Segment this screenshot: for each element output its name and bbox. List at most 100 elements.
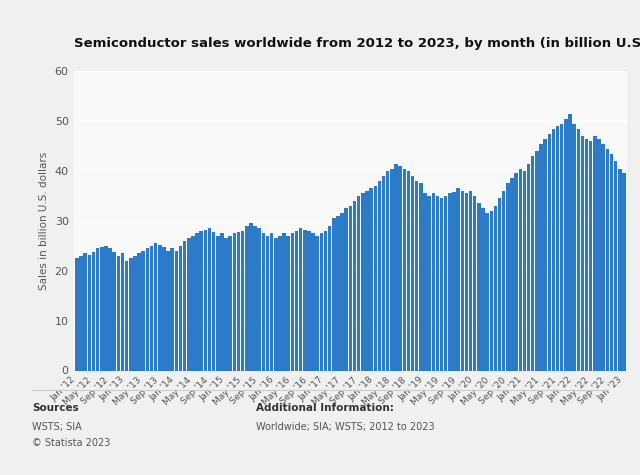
Bar — [133, 256, 137, 370]
Bar — [141, 251, 145, 370]
Bar — [208, 228, 211, 370]
Bar — [324, 231, 327, 370]
Bar — [580, 136, 584, 370]
Bar — [419, 183, 422, 370]
Bar — [597, 139, 601, 370]
Bar — [287, 236, 290, 370]
Bar — [386, 171, 390, 370]
Bar — [349, 206, 352, 370]
Bar — [448, 193, 452, 370]
Bar — [183, 241, 186, 370]
Bar — [257, 228, 261, 370]
Bar — [428, 196, 431, 370]
Bar — [394, 163, 397, 370]
Bar — [369, 189, 373, 370]
Bar — [531, 156, 534, 370]
Bar — [328, 226, 332, 370]
Bar — [518, 169, 522, 370]
Bar — [158, 245, 161, 370]
Bar — [572, 124, 576, 370]
Bar — [440, 199, 444, 370]
Bar — [241, 231, 244, 370]
Bar — [415, 181, 419, 370]
Bar — [162, 247, 166, 370]
Bar — [382, 176, 385, 370]
Bar — [589, 141, 593, 370]
Text: Additional Information:: Additional Information: — [256, 403, 394, 413]
Bar — [303, 230, 307, 370]
Bar — [431, 193, 435, 370]
Bar — [228, 236, 232, 370]
Bar — [88, 255, 91, 370]
Bar — [216, 236, 220, 370]
Bar — [104, 246, 108, 370]
Bar — [398, 166, 402, 370]
Y-axis label: Sales in billion U.S. dollars: Sales in billion U.S. dollars — [39, 152, 49, 290]
Bar — [605, 149, 609, 370]
Bar — [556, 126, 559, 370]
Bar — [469, 191, 472, 370]
Bar — [204, 230, 207, 370]
Bar — [270, 233, 273, 370]
Bar — [502, 191, 506, 370]
Bar — [378, 181, 381, 370]
Bar — [79, 256, 83, 370]
Bar — [116, 256, 120, 370]
Bar — [232, 233, 236, 370]
Bar — [481, 209, 484, 370]
Bar — [548, 133, 551, 370]
Bar — [535, 151, 539, 370]
Bar — [266, 236, 269, 370]
Bar — [191, 236, 195, 370]
Text: Sources: Sources — [32, 403, 79, 413]
Bar — [145, 248, 149, 370]
Bar — [403, 169, 406, 370]
Bar — [108, 248, 112, 370]
Bar — [166, 251, 170, 370]
Bar — [357, 196, 360, 370]
Bar — [319, 233, 323, 370]
Bar — [316, 236, 319, 370]
Bar — [436, 196, 439, 370]
Bar — [465, 193, 468, 370]
Bar — [129, 258, 132, 370]
Bar — [515, 173, 518, 370]
Bar — [311, 233, 315, 370]
Bar — [253, 226, 257, 370]
Bar — [295, 231, 298, 370]
Bar — [543, 139, 547, 370]
Bar — [490, 211, 493, 370]
Bar — [477, 203, 481, 370]
Bar — [340, 213, 344, 370]
Bar — [552, 129, 556, 370]
Bar — [585, 139, 588, 370]
Bar — [622, 173, 626, 370]
Bar — [291, 233, 294, 370]
Bar — [485, 213, 489, 370]
Bar — [299, 228, 303, 370]
Bar — [577, 129, 580, 370]
Bar — [361, 193, 365, 370]
Bar — [96, 248, 99, 370]
Bar — [523, 171, 526, 370]
Bar — [456, 189, 460, 370]
Bar — [92, 252, 95, 370]
Bar — [406, 171, 410, 370]
Bar — [353, 201, 356, 370]
Bar — [332, 218, 335, 370]
Bar — [473, 196, 476, 370]
Bar — [344, 209, 348, 370]
Bar — [461, 191, 464, 370]
Text: WSTS; SIA: WSTS; SIA — [32, 422, 82, 432]
Bar — [374, 186, 377, 370]
Bar — [568, 114, 572, 370]
Bar — [498, 199, 501, 370]
Text: Semiconductor sales worldwide from 2012 to 2023, by month (in billion U.S. dolla: Semiconductor sales worldwide from 2012 … — [74, 37, 640, 50]
Bar — [212, 232, 216, 370]
Bar — [75, 258, 79, 370]
Bar — [278, 236, 282, 370]
Bar — [175, 251, 178, 370]
Bar — [510, 179, 514, 370]
Bar — [187, 238, 191, 370]
Bar — [179, 246, 182, 370]
